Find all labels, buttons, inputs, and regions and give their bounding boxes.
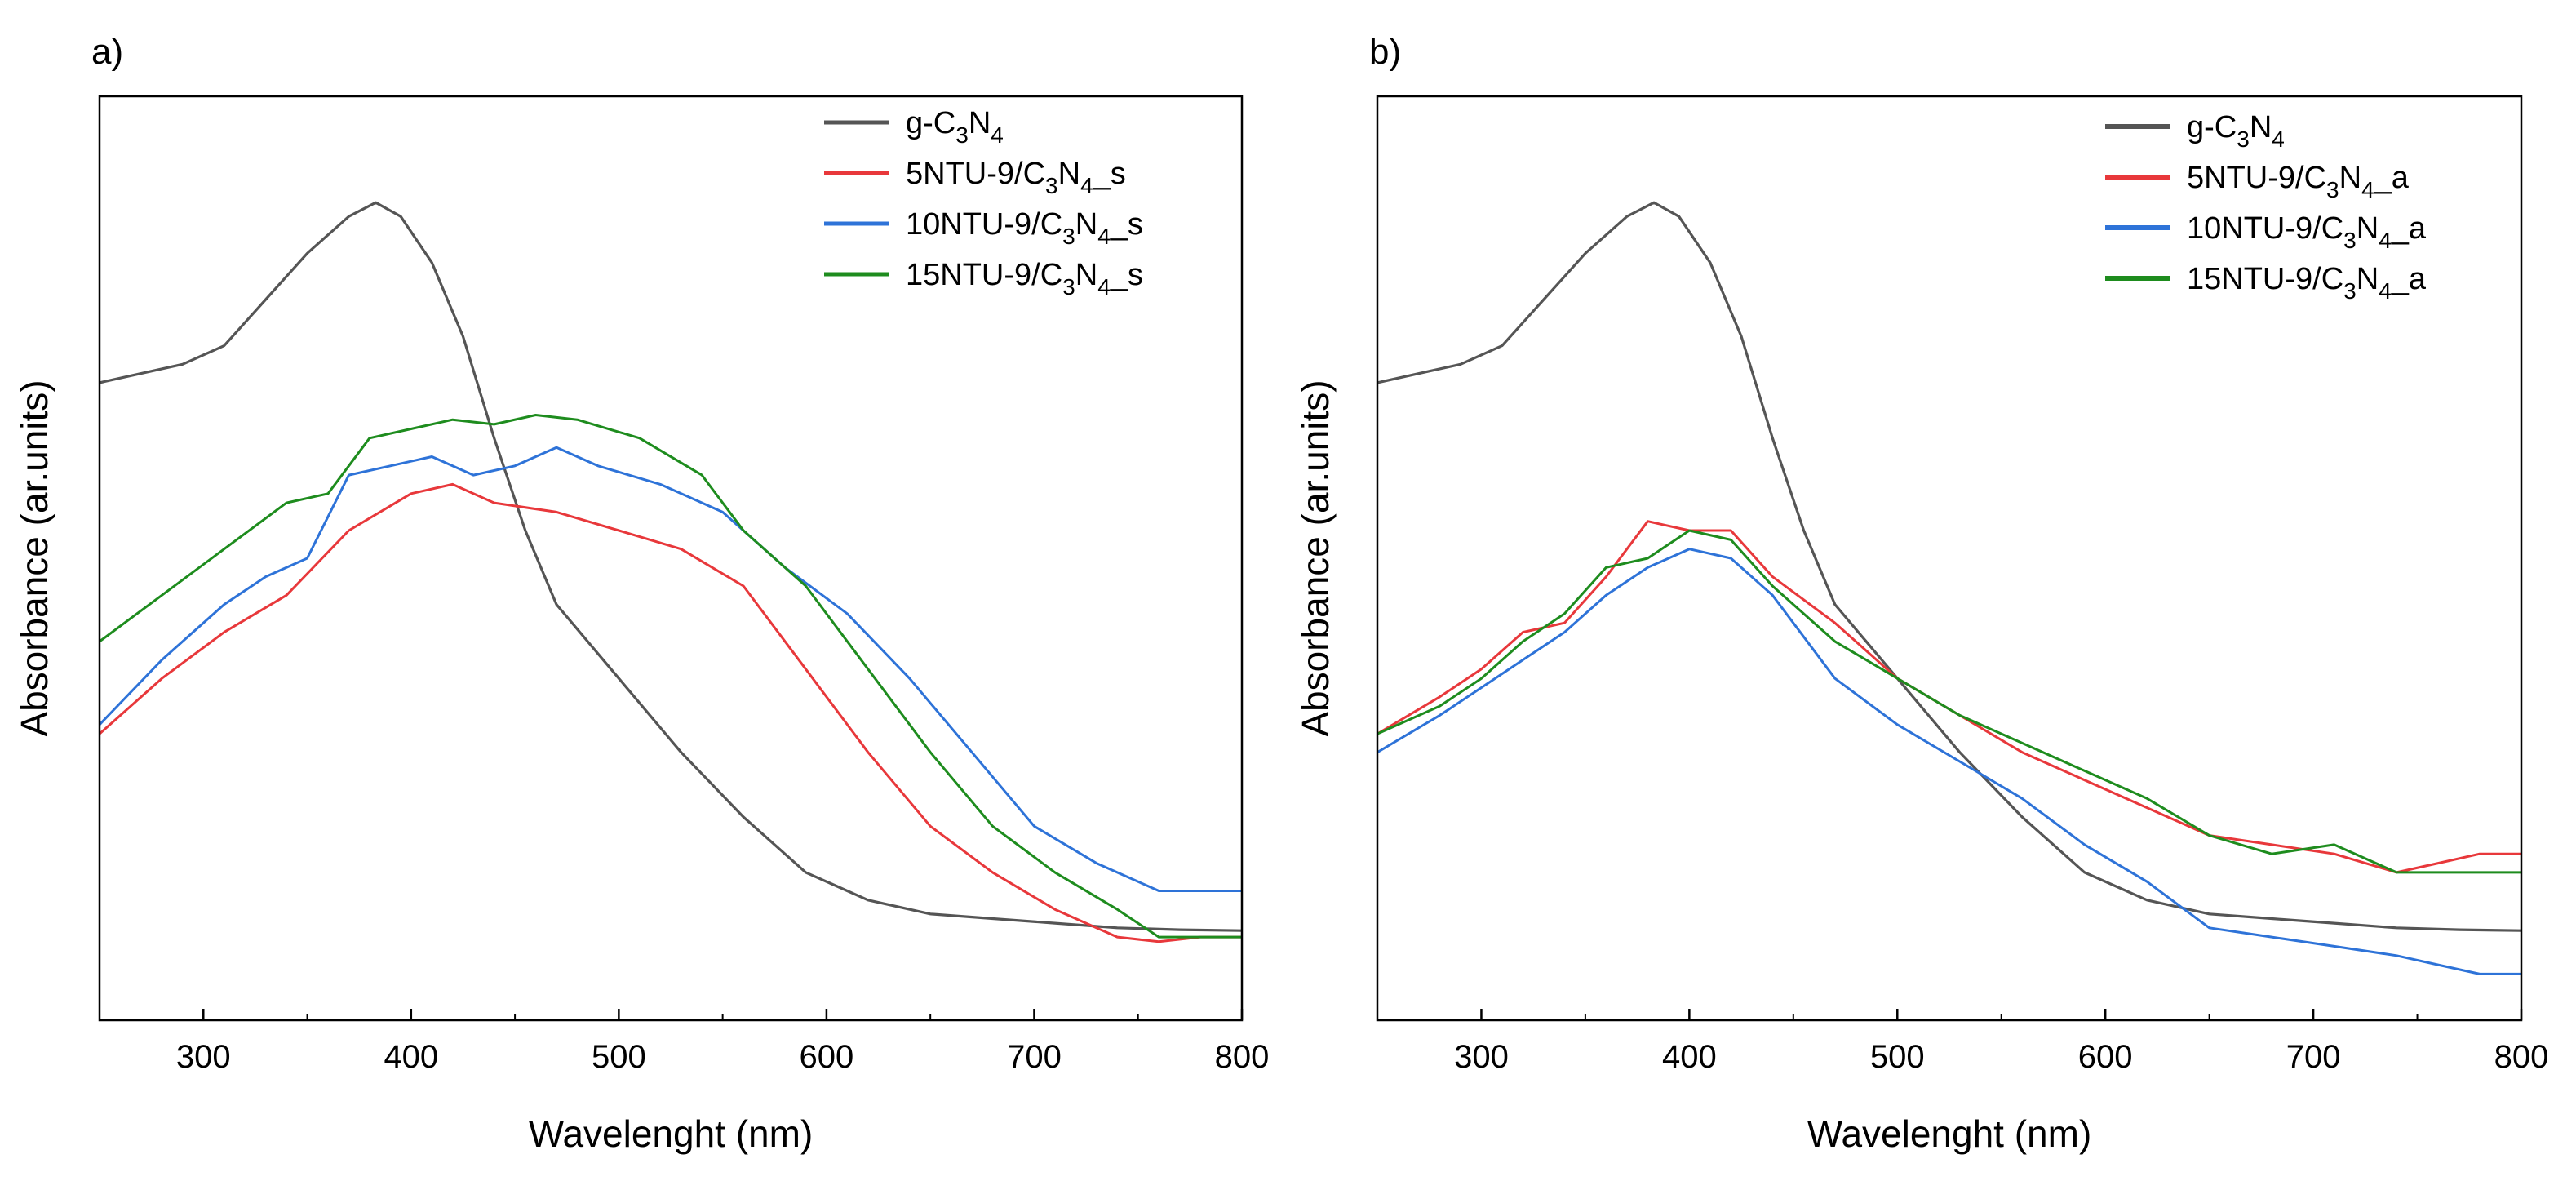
legend-label-b-3: 15NTU-9/C3N4_a (2187, 262, 2427, 304)
panel-b: b) 300 400 500 600 700 800 Wavelenght (nm) Absor… (1294, 32, 2548, 1155)
series-line-a-0 (100, 201, 1242, 932)
x-tick-label-a-1: 400 (384, 1039, 438, 1075)
x-axis-title-a: Wavelenght (nm) (529, 1112, 814, 1155)
legend-label-a-1: 5NTU-9/C3N4_s (906, 157, 1126, 198)
y-axis-title-b: Absorbance (ar.units) (1294, 380, 1337, 736)
legend-label-a-0: g-C3N4 (906, 106, 1004, 148)
x-tick-label-b-2: 500 (1870, 1039, 1925, 1075)
legend-label-a-2: 10NTU-9/C3N4_s (906, 207, 1143, 249)
x-tick-label-b-3: 600 (2078, 1039, 2133, 1075)
legend-label-b-2: 10NTU-9/C3N4_a (2187, 211, 2427, 253)
series-line-b-0 (1377, 201, 2521, 932)
x-tick-label-a-3: 600 (800, 1039, 854, 1075)
x-tick-label-a-0: 300 (176, 1039, 231, 1075)
plot-area-b (1377, 201, 2521, 975)
panel-a: a) 300 400 500 600 700 800 Wavelenght (nm) Absor… (13, 32, 1269, 1155)
legend-label-b-0: g-C3N4 (2187, 110, 2285, 152)
plot-frame-b (1376, 95, 2523, 1022)
plot-area-a (100, 201, 1242, 943)
panel-label-b: b) (1369, 32, 1401, 72)
x-tick-label-b-0: 300 (1454, 1039, 1509, 1075)
series-line-b-3 (1377, 529, 2521, 874)
legend-b: g-C3N4 5NTU-9/C3N4_a 10NTU-9/C3N4_a 15NTU-9… (2105, 110, 2427, 304)
x-tick-label-a-4: 700 (1007, 1039, 1062, 1075)
x-tick-label-b-4: 700 (2286, 1039, 2341, 1075)
x-tick-label-a-5: 800 (1215, 1039, 1270, 1075)
plot-frame-a (98, 95, 1244, 1022)
series-line-b-2 (1377, 548, 2521, 975)
legend-label-a-3: 15NTU-9/C3N4_s (906, 258, 1143, 300)
legend-a: g-C3N4 5NTU-9/C3N4_s 10NTU-9/C3N4_s 15NTU-9… (824, 106, 1143, 300)
x-tick-label-b-1: 400 (1662, 1039, 1717, 1075)
series-line-a-2 (100, 446, 1242, 892)
series-line-a-1 (100, 482, 1242, 943)
x-axis-title-b: Wavelenght (nm) (1807, 1112, 2092, 1155)
series-line-b-1 (1377, 520, 2521, 874)
x-tick-label-a-2: 500 (592, 1039, 646, 1075)
panel-label-a: a) (91, 32, 123, 72)
series-line-a-3 (100, 414, 1242, 939)
legend-label-b-1: 5NTU-9/C3N4_a (2187, 161, 2410, 202)
y-axis-title-a: Absorbance (ar.units) (13, 380, 55, 736)
x-tick-label-b-5: 800 (2494, 1039, 2549, 1075)
